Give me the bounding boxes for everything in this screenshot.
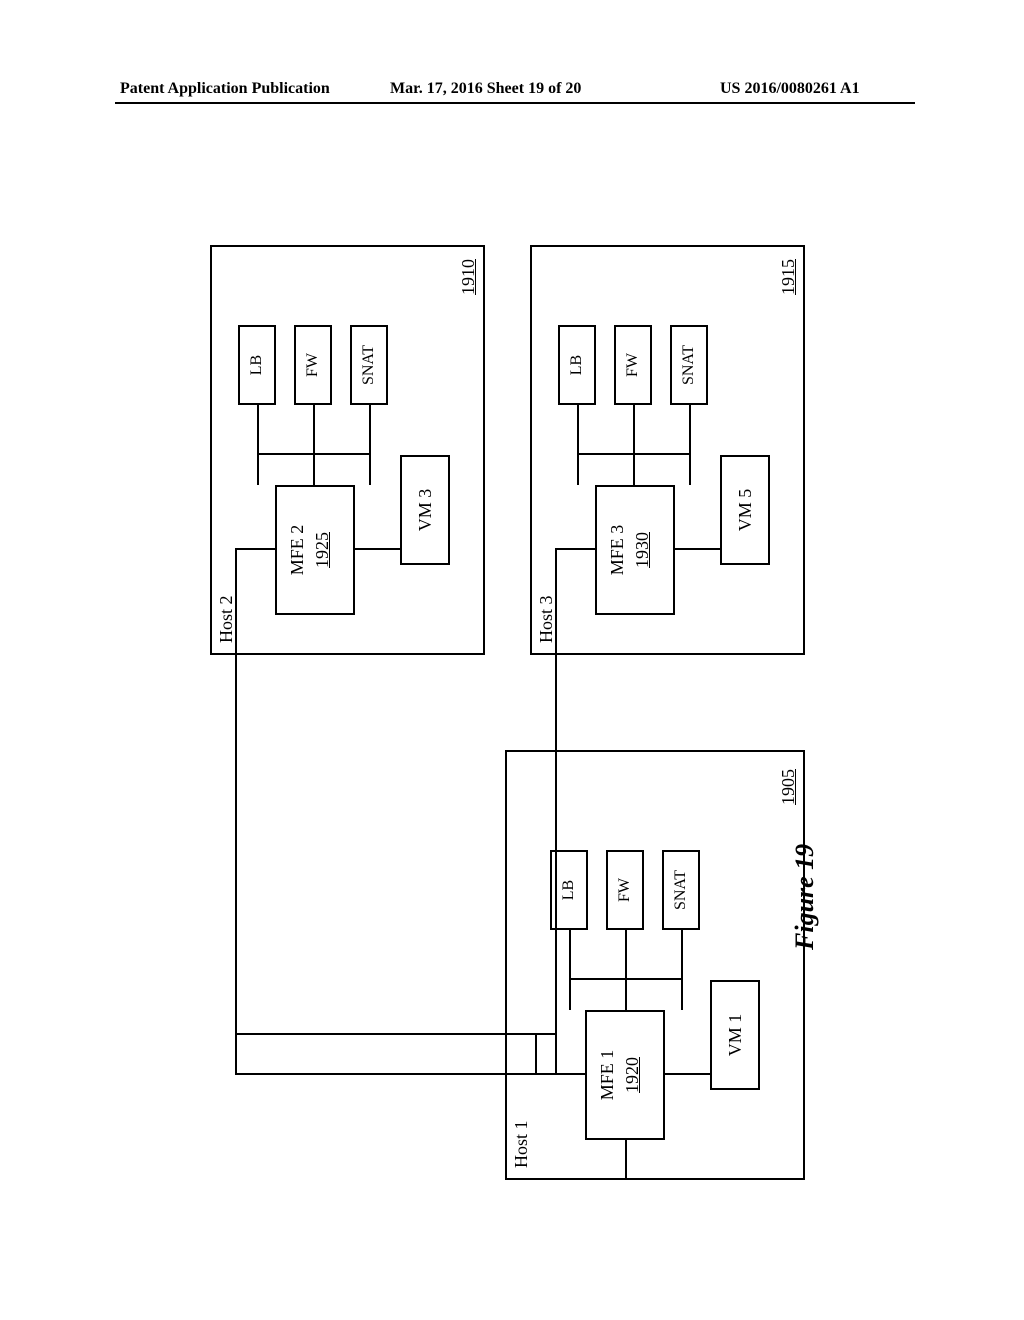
host2-svc-fw: FW [294, 325, 332, 405]
host3-vm: VM 5 [720, 455, 770, 565]
host1-ref: 1905 [778, 769, 799, 805]
host2-mfe-name: MFE 2 [287, 487, 308, 613]
host2-svc-snat: SNAT [350, 325, 388, 405]
header-left: Patent Application Publication [120, 80, 330, 98]
host1-svc-snat: SNAT [662, 850, 700, 930]
page: Patent Application Publication Mar. 17, … [0, 0, 1024, 1320]
host3-title: Host 3 [537, 595, 556, 643]
host1-svc-fw: FW [606, 850, 644, 930]
host2-mfe: MFE 2 1925 [275, 485, 355, 615]
header-right: US 2016/0080261 A1 [720, 80, 860, 98]
host1-vm: VM 1 [710, 980, 760, 1090]
host2-ref: 1910 [458, 259, 479, 295]
figure-19: Host 1 1905 MFE 1 1920 LB FW SNAT VM 1 H… [190, 225, 835, 1200]
host1-mfe: MFE 1 1920 [585, 1010, 665, 1140]
host3-svc-snat: SNAT [670, 325, 708, 405]
host1-mfe-name: MFE 1 [597, 1012, 618, 1138]
host2-title: Host 2 [217, 595, 236, 643]
header-rule [115, 102, 915, 104]
host1-mfe-ref: 1920 [622, 1012, 643, 1138]
host3-svc-lb: LB [558, 325, 596, 405]
figure-caption: Figure 19 [790, 844, 820, 950]
host2-vm: VM 3 [400, 455, 450, 565]
host3-mfe-ref: 1930 [632, 487, 653, 613]
link-h1-left [625, 1140, 627, 1180]
host3-ref: 1915 [778, 259, 799, 295]
figure-19-canvas: Host 1 1905 MFE 1 1920 LB FW SNAT VM 1 H… [190, 225, 835, 1200]
header-center: Mar. 17, 2016 Sheet 19 of 20 [390, 80, 581, 98]
host2-svc-lb: LB [238, 325, 276, 405]
host2-mfe-ref: 1925 [312, 487, 333, 613]
host3-svc-fw: FW [614, 325, 652, 405]
host1-title: Host 1 [512, 1120, 531, 1168]
host3-mfe: MFE 3 1930 [595, 485, 675, 615]
host3-mfe-name: MFE 3 [607, 487, 628, 613]
